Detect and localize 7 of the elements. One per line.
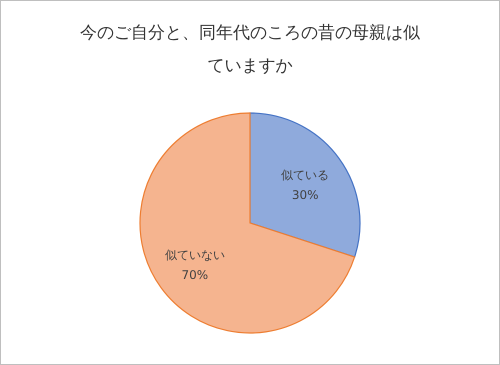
slice-label: 似ている (281, 168, 330, 182)
slice-label: 似ていない (164, 248, 225, 262)
data-label: 70% (181, 268, 208, 282)
pie-slice (139, 112, 356, 334)
chart-title: 今のご自分と、同年代のころの昔の母親は似ていますか (80, 23, 420, 76)
pie-slice (249, 112, 360, 258)
data-label: 30% (292, 188, 319, 202)
